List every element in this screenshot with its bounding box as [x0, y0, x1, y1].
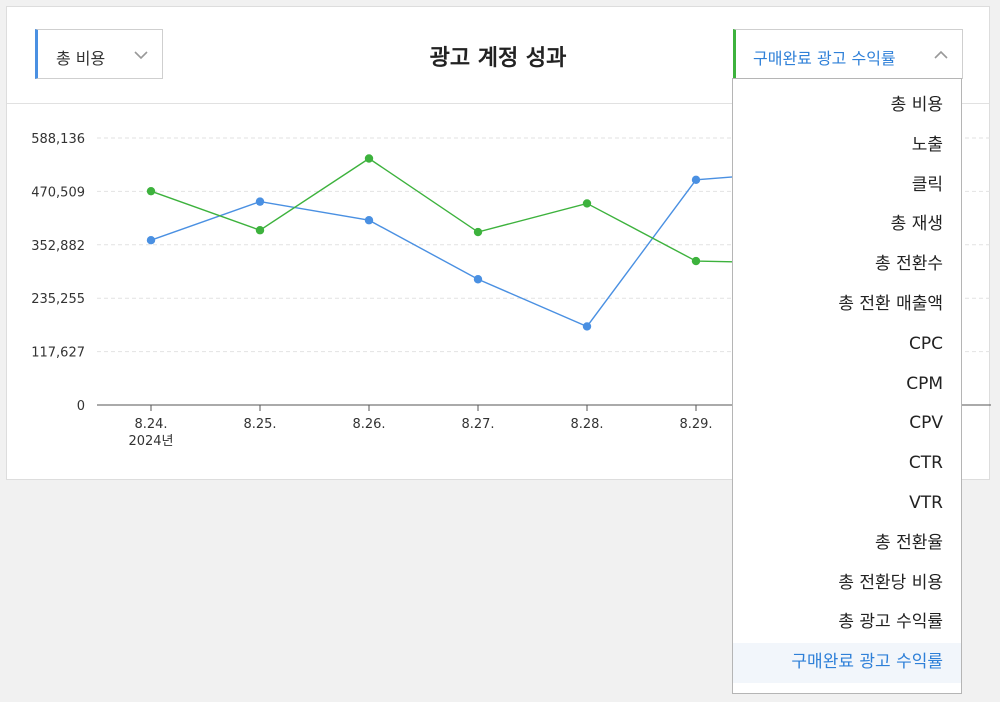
chevron-up-icon	[932, 46, 950, 68]
data-point	[473, 275, 483, 284]
dropdown-option[interactable]: CPC	[909, 333, 943, 354]
data-point	[582, 199, 592, 208]
y-tick-label: 117,627	[31, 346, 85, 361]
data-point	[364, 154, 374, 163]
data-point	[255, 226, 265, 235]
dropdown-option[interactable]: 구매완료 광고 수익률	[733, 643, 961, 683]
left-metric-select[interactable]: 총 비용	[35, 29, 163, 79]
x-tick-label: 8.25.	[243, 417, 276, 432]
dropdown-option[interactable]: 총 전환 매출액	[838, 293, 943, 314]
data-point	[691, 175, 701, 185]
header-divider	[7, 103, 989, 104]
dropdown-option[interactable]: 총 전환수	[875, 254, 943, 275]
x-year-label: 2024년	[128, 434, 173, 449]
y-tick-label: 235,255	[31, 292, 85, 307]
dropdown-option[interactable]: CTR	[908, 453, 943, 474]
series-line	[150, 170, 806, 328]
left-metric-label: 총 비용	[56, 49, 106, 68]
dropdown-option[interactable]: 총 광고 수익률	[838, 612, 943, 633]
dropdown-option[interactable]: CPV	[909, 413, 943, 434]
data-point	[473, 227, 483, 237]
y-tick-label: 588,136	[31, 132, 85, 147]
x-tick-label: 8.24.	[134, 417, 167, 432]
x-tick-label: 8.27.	[461, 417, 494, 432]
x-tick-label: 8.26.	[352, 417, 385, 432]
y-tick-label: 352,882	[31, 239, 85, 254]
dropdown-option[interactable]: 클릭	[911, 174, 943, 195]
x-tick-label: 8.28.	[570, 417, 603, 432]
dropdown-option[interactable]: 총 전환당 비용	[838, 572, 943, 593]
x-tick-label: 8.29.	[679, 417, 712, 432]
data-point	[146, 236, 156, 245]
chevron-down-icon	[132, 46, 150, 68]
y-tick-label: 470,509	[31, 185, 85, 200]
dropdown-option[interactable]: 총 비용	[890, 95, 943, 115]
data-point	[146, 186, 156, 196]
dropdown-option[interactable]: 노출	[911, 134, 943, 155]
data-point	[582, 322, 592, 331]
dropdown-option[interactable]: 총 전환율	[875, 532, 943, 553]
y-tick-label: 0	[77, 399, 85, 414]
dropdown-option[interactable]: 총 재생	[890, 214, 943, 235]
data-point	[364, 216, 374, 225]
page-title: 광고 계정 성과	[429, 46, 567, 71]
dropdown-option[interactable]: VTR	[909, 492, 943, 513]
right-metric-label: 구매완료 광고 수익률	[753, 49, 896, 68]
dropdown-option[interactable]: CPM	[906, 373, 943, 394]
series-line	[150, 157, 806, 265]
data-point	[691, 256, 701, 266]
data-point	[255, 197, 265, 206]
